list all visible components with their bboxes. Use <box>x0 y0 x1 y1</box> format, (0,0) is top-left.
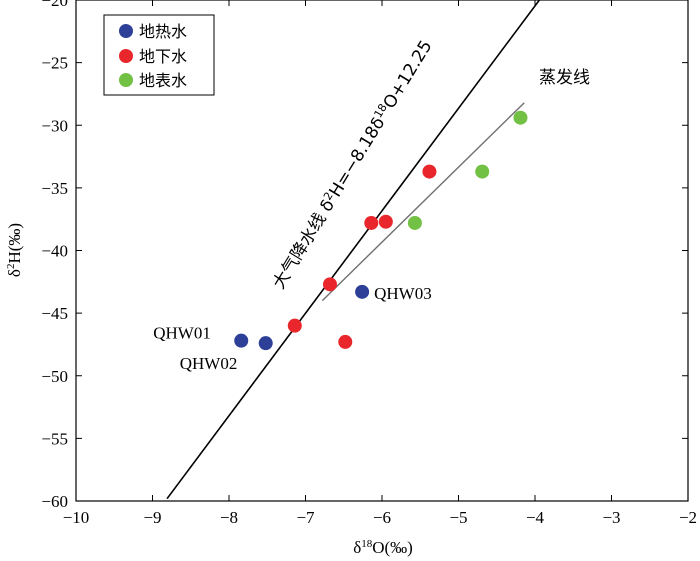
data-point-series-1 <box>422 164 437 179</box>
y-tick-label: −55 <box>41 429 68 448</box>
annotation-qhw03: QHW03 <box>374 284 432 303</box>
data-points <box>234 110 528 351</box>
data-point-series-2 <box>513 110 528 125</box>
x-tick-label: −8 <box>220 508 238 527</box>
line-labels: 大气降水线 δ2H=−8.18δ18O+12.25 蒸发线 <box>268 36 590 293</box>
y-axis-title-rest: H(‰) <box>5 223 24 264</box>
legend-item-surface-water: 地表水 <box>119 71 187 90</box>
x-tick-label: −6 <box>373 508 391 527</box>
y-axis-title: δ2H(‰) <box>5 223 24 277</box>
y-tick-label: −40 <box>41 242 68 261</box>
y-tick-label: −60 <box>41 492 68 511</box>
legend-marker-geothermal <box>119 24 133 38</box>
data-point-series-0 <box>234 333 249 348</box>
x-axis-title-sup: 18 <box>361 538 373 550</box>
y-tick-label: −30 <box>41 116 68 135</box>
legend: 地热水 地下水 地表水 <box>103 14 215 96</box>
legend-item-groundwater: 地下水 <box>119 47 187 66</box>
data-point-series-1 <box>378 214 393 229</box>
legend-item-geothermal: 地热水 <box>119 22 187 41</box>
gmwl-label-sup2: 18 <box>371 101 389 120</box>
x-tick-label: −2 <box>679 508 697 527</box>
x-axis-title: δ18O(‰) <box>353 538 413 557</box>
data-point-series-2 <box>407 215 422 230</box>
y-tick-label: −50 <box>41 367 68 386</box>
gmwl-label-part3: O+12.25 <box>380 37 437 113</box>
y-axis-title-base: δ <box>5 269 24 277</box>
y-axis-title-sup: 2 <box>5 264 17 270</box>
data-point-series-0 <box>355 284 370 299</box>
x-tick-label: −5 <box>449 508 467 527</box>
reference-lines <box>166 0 541 500</box>
gmwl-label-part2: H=−8.18δ <box>326 114 390 201</box>
legend-marker-groundwater <box>119 49 133 63</box>
data-point-series-2 <box>475 164 490 179</box>
y-tick-label: −25 <box>41 54 68 73</box>
legend-label-surface-water: 地表水 <box>139 71 187 90</box>
legend-marker-surface-water <box>119 73 133 87</box>
legend-label-groundwater: 地下水 <box>139 47 187 66</box>
x-tick-label: −9 <box>143 508 161 527</box>
x-tick-label: −10 <box>63 508 90 527</box>
y-axis-ticks: −60 −55 −50 −45 −40 −35 −30 −25 −20 <box>41 0 688 511</box>
gmwl-label: 大气降水线 δ2H=−8.18δ18O+12.25 <box>268 36 437 292</box>
data-point-series-0 <box>258 336 273 351</box>
gmwl-line <box>166 0 541 500</box>
data-point-series-1 <box>322 277 337 292</box>
annotation-qhw01: QHW01 <box>153 324 211 343</box>
x-axis-title-base: δ <box>353 538 361 557</box>
x-tick-label: −3 <box>602 508 620 527</box>
x-axis-title-rest: O(‰) <box>372 538 413 557</box>
evaporation-line-label: 蒸发线 <box>539 68 590 88</box>
x-tick-label: −7 <box>296 508 315 527</box>
y-tick-label: −20 <box>41 0 68 10</box>
y-tick-label: −45 <box>41 304 68 323</box>
annotation-qhw02: QHW02 <box>180 354 238 373</box>
data-point-series-1 <box>287 318 302 333</box>
data-point-series-1 <box>364 215 379 230</box>
point-annotations: QHW01 QHW02 QHW03 <box>153 284 431 373</box>
y-tick-label: −35 <box>41 179 68 198</box>
data-point-series-1 <box>338 334 353 349</box>
legend-label-geothermal: 地热水 <box>139 22 187 41</box>
evaporation-line <box>321 102 525 302</box>
x-axis-ticks: −10 −9 −8 −7 −6 −5 −4 −3 −2 <box>63 0 697 527</box>
x-tick-label: −4 <box>526 508 545 527</box>
